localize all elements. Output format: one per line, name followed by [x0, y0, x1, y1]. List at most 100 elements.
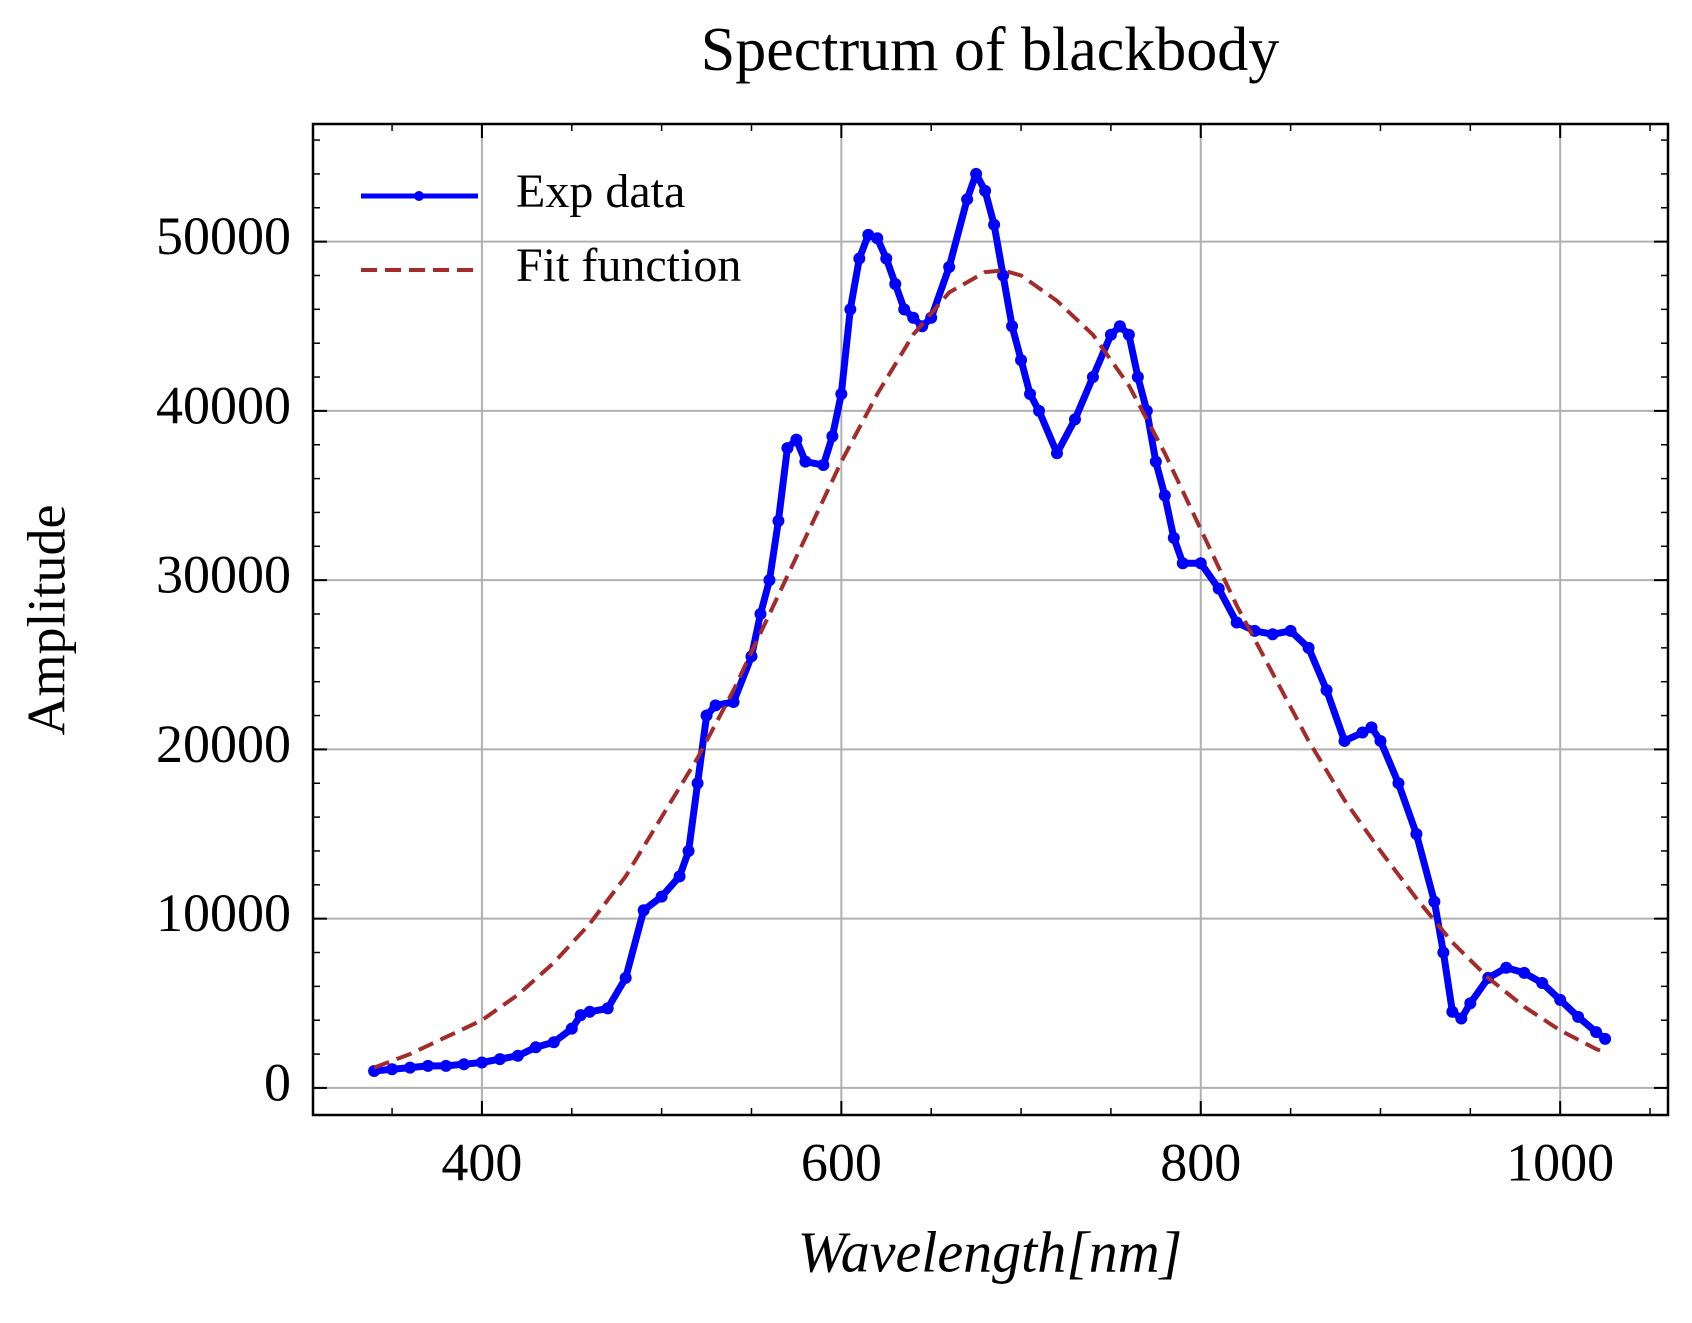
- x-tick-label: 600: [801, 1132, 882, 1192]
- data-point: [1230, 616, 1243, 629]
- data-point: [404, 1061, 417, 1074]
- data-point: [1599, 1032, 1612, 1045]
- data-point: [457, 1058, 470, 1071]
- data-point: [422, 1059, 435, 1072]
- data-point: [889, 277, 902, 290]
- data-point: [386, 1063, 399, 1076]
- data-point: [583, 1005, 596, 1018]
- data-point: [898, 303, 911, 316]
- legend-label: Exp data: [516, 165, 685, 218]
- y-tick-label: 40000: [156, 375, 291, 435]
- data-point: [1194, 557, 1207, 570]
- legend-label: Fit function: [516, 239, 741, 292]
- data-point: [799, 455, 812, 468]
- data-point: [493, 1053, 506, 1066]
- data-point: [619, 971, 632, 984]
- data-point: [988, 218, 1001, 231]
- data-point: [943, 261, 956, 274]
- data-point: [979, 184, 992, 197]
- data-point: [1006, 320, 1019, 333]
- data-point: [1176, 557, 1189, 570]
- plot-area: [368, 167, 1612, 1077]
- data-point: [1518, 966, 1531, 979]
- data-point: [1024, 387, 1037, 400]
- data-point: [439, 1059, 452, 1072]
- data-point: [763, 574, 776, 587]
- data-point: [1437, 946, 1450, 959]
- data-point: [1392, 777, 1405, 790]
- x-tick-label: 400: [441, 1132, 522, 1192]
- data-point: [1158, 489, 1171, 502]
- data-point: [1428, 895, 1441, 908]
- data-point: [1104, 328, 1117, 341]
- data-point: [1455, 1012, 1468, 1025]
- data-point: [637, 904, 650, 917]
- data-point: [682, 844, 695, 857]
- y-tick-label: 0: [264, 1052, 291, 1112]
- data-point: [1131, 371, 1144, 384]
- data-point: [1122, 328, 1135, 341]
- data-point: [709, 699, 722, 712]
- data-point: [1320, 684, 1333, 697]
- data-point: [1033, 404, 1046, 417]
- x-axis-label: Wavelength[nm]: [798, 1219, 1182, 1284]
- data-point: [844, 303, 857, 316]
- x-tick-label: 1000: [1506, 1132, 1614, 1192]
- data-point: [754, 607, 767, 620]
- data-point: [907, 311, 920, 324]
- legend-marker: [414, 191, 424, 201]
- data-point: [817, 459, 830, 472]
- data-point: [781, 442, 794, 455]
- data-point: [1050, 447, 1063, 460]
- data-point: [1302, 641, 1315, 654]
- data-point: [1500, 961, 1513, 974]
- data-point: [1446, 1005, 1459, 1018]
- data-point: [601, 1002, 614, 1015]
- data-point: [700, 709, 713, 722]
- data-point: [1266, 628, 1279, 641]
- axes-frame: [311, 122, 1670, 1117]
- data-point: [1113, 320, 1126, 333]
- data-point: [1374, 734, 1387, 747]
- series-line: [373, 268, 1606, 1070]
- data-point: [880, 252, 893, 265]
- y-tick-label: 30000: [156, 545, 291, 605]
- data-point: [1554, 993, 1567, 1006]
- data-point: [1149, 455, 1162, 468]
- data-point: [1590, 1026, 1603, 1039]
- data-point: [691, 777, 704, 790]
- data-point: [1572, 1010, 1585, 1023]
- data-point: [1410, 828, 1423, 841]
- data-point: [1536, 976, 1549, 989]
- data-point: [1068, 413, 1081, 426]
- data-point: [1284, 624, 1297, 637]
- y-axis-label: Amplitude: [16, 505, 76, 736]
- data-point: [1356, 726, 1369, 739]
- data-point: [1015, 354, 1028, 367]
- data-point: [826, 430, 839, 443]
- data-point: [970, 167, 983, 180]
- data-point: [511, 1049, 524, 1062]
- data-point: [475, 1056, 488, 1069]
- data-point: [1338, 734, 1351, 747]
- y-tick-label: 10000: [156, 883, 291, 943]
- data-point: [565, 1022, 578, 1035]
- data-point: [1365, 721, 1378, 734]
- data-point: [961, 193, 974, 206]
- data-point: [529, 1041, 542, 1054]
- data-point: [1086, 371, 1099, 384]
- data-point: [1167, 531, 1180, 544]
- y-tick-label: 50000: [156, 206, 291, 266]
- chart-title: Spectrum of blackbody: [701, 16, 1280, 84]
- data-point: [1212, 582, 1225, 595]
- x-tick-label: 800: [1160, 1132, 1241, 1192]
- data-point: [1464, 997, 1477, 1010]
- data-point: [790, 433, 803, 446]
- y-tick-label: 20000: [156, 714, 291, 774]
- data-point: [997, 269, 1010, 282]
- data-point: [835, 387, 848, 400]
- data-point: [547, 1036, 560, 1049]
- data-point: [853, 252, 866, 265]
